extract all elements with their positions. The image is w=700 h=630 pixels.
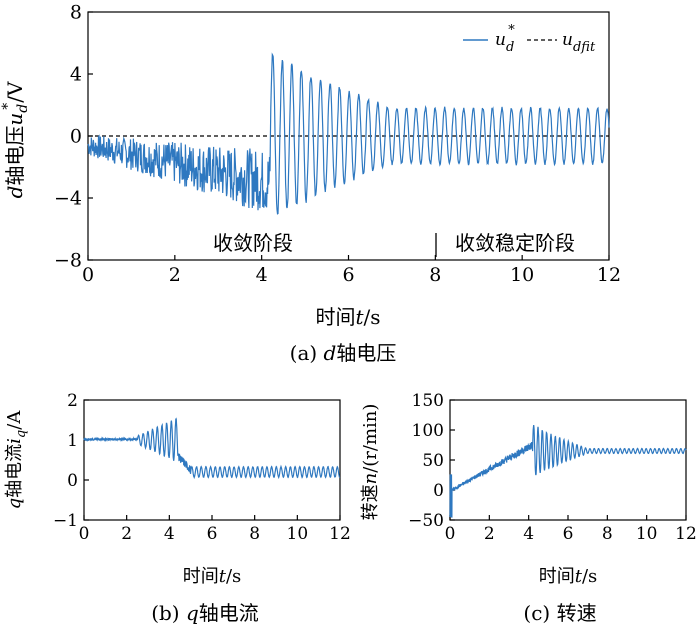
y-tick-label: 100 [412, 421, 444, 441]
panel-c-caption: (c) 转速 [523, 601, 596, 625]
panel-b-caption: (b) q轴电流 [151, 601, 259, 625]
y-tick-label: −1 [53, 511, 78, 531]
x-tick-label: 12 [597, 264, 621, 286]
x-tick-label: 12 [675, 524, 697, 544]
x-tick-label: 6 [342, 264, 354, 286]
x-tick-label: 2 [169, 264, 181, 286]
y-tick-label: 50 [422, 451, 444, 471]
x-tick-label: 10 [287, 524, 309, 544]
panel-c-ylabel: 转速n/(r/min) [360, 404, 381, 521]
panel-b-xlabel: 时间t/s [183, 566, 242, 587]
x-tick-label: 2 [121, 524, 132, 544]
x-tick-label: 6 [563, 524, 574, 544]
y-tick-label: 0 [67, 471, 78, 491]
panel-c-xlabel: 时间t/s [539, 566, 598, 587]
x-tick-label: 10 [636, 524, 658, 544]
panel-a: 0 2 4 6 8 10 12 −8 −4 0 4 8 ud* udfit 收敛阶段 收敛稳定阶段 d… [0, 2, 621, 365]
panel-b-frame [83, 399, 341, 521]
panel-a-caption: (a) d轴电压 [290, 341, 397, 365]
speed-series-line [449, 425, 687, 518]
annotation-converging: 收敛阶段 [213, 231, 293, 255]
annotation-stable: 收敛稳定阶段 [455, 231, 575, 255]
x-tick-label: 0 [445, 524, 456, 544]
y-tick-label: 4 [70, 64, 82, 86]
y-tick-label: 0 [70, 126, 82, 148]
legend: ud* udfit [463, 23, 596, 55]
y-tick-label: 8 [70, 2, 82, 24]
y-tick-label: 1 [67, 431, 78, 451]
x-tick-label: 4 [164, 524, 175, 544]
panel-a-xlabel: 时间t/s [315, 305, 380, 329]
x-tick-label: 4 [256, 264, 268, 286]
y-tick-label: 150 [412, 391, 444, 411]
panel-b-ylabel: q轴电流iq/A [4, 410, 29, 510]
panel-a-ylabel: d轴电压ud*/V [0, 81, 31, 198]
x-tick-label: 4 [523, 524, 534, 544]
x-tick-label: 0 [82, 264, 94, 286]
legend-ud-label: ud* [495, 23, 515, 55]
x-tick-label: 8 [602, 524, 613, 544]
x-tick-label: 2 [484, 524, 495, 544]
x-tick-label: 12 [329, 524, 351, 544]
y-tick-label: 0 [433, 481, 444, 501]
x-tick-label: 6 [207, 524, 218, 544]
y-tick-label: 2 [67, 391, 78, 411]
y-tick-label: −8 [54, 250, 82, 272]
y-tick-label: −50 [408, 511, 444, 531]
x-tick-label: 0 [79, 524, 90, 544]
legend-udfit-label: udfit [562, 30, 596, 55]
iq-series-line [83, 417, 341, 480]
ud-series-line [87, 52, 610, 215]
x-tick-label: 8 [429, 264, 441, 286]
x-tick-label: 8 [249, 524, 260, 544]
x-tick-label: 10 [510, 264, 534, 286]
y-tick-label: −4 [54, 188, 82, 210]
panel-c-frame [449, 399, 687, 521]
